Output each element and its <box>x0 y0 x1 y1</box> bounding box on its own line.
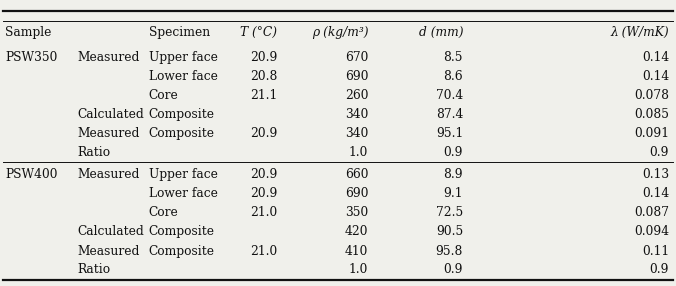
Text: Ratio: Ratio <box>78 146 111 159</box>
Text: 340: 340 <box>345 108 368 121</box>
Text: Measured: Measured <box>78 168 140 181</box>
Text: 690: 690 <box>345 70 368 83</box>
Text: 0.14: 0.14 <box>642 187 669 200</box>
Text: Composite: Composite <box>149 225 215 239</box>
Text: λ (W/mK): λ (W/mK) <box>610 26 669 39</box>
Text: Specimen: Specimen <box>149 26 210 39</box>
Text: Composite: Composite <box>149 127 215 140</box>
Text: 0.087: 0.087 <box>634 206 669 219</box>
Text: 0.14: 0.14 <box>642 70 669 83</box>
Text: Composite: Composite <box>149 108 215 121</box>
Text: Sample: Sample <box>5 26 52 39</box>
Text: PSW400: PSW400 <box>5 168 58 181</box>
Text: 8.9: 8.9 <box>443 168 463 181</box>
Text: Upper face: Upper face <box>149 168 218 181</box>
Text: 260: 260 <box>345 89 368 102</box>
Text: 410: 410 <box>345 245 368 258</box>
Text: 21.0: 21.0 <box>250 206 277 219</box>
Text: 0.078: 0.078 <box>634 89 669 102</box>
Text: 21.0: 21.0 <box>250 245 277 258</box>
Text: Core: Core <box>149 206 178 219</box>
Text: Ratio: Ratio <box>78 263 111 276</box>
Text: 20.9: 20.9 <box>250 51 277 64</box>
Text: PSW350: PSW350 <box>5 51 57 64</box>
Text: Measured: Measured <box>78 245 140 258</box>
Text: 21.1: 21.1 <box>250 89 277 102</box>
Text: Core: Core <box>149 89 178 102</box>
Text: T (°C): T (°C) <box>240 26 277 39</box>
Text: 0.14: 0.14 <box>642 51 669 64</box>
Text: 0.9: 0.9 <box>650 263 669 276</box>
Text: 1.0: 1.0 <box>349 146 368 159</box>
Text: 0.094: 0.094 <box>634 225 669 239</box>
Text: 20.8: 20.8 <box>250 70 277 83</box>
Text: Upper face: Upper face <box>149 51 218 64</box>
Text: 1.0: 1.0 <box>349 263 368 276</box>
Text: Calculated: Calculated <box>78 225 145 239</box>
Text: d (mm): d (mm) <box>418 26 463 39</box>
Text: 72.5: 72.5 <box>436 206 463 219</box>
Text: 420: 420 <box>345 225 368 239</box>
Text: 9.1: 9.1 <box>443 187 463 200</box>
Text: 660: 660 <box>345 168 368 181</box>
Text: 8.5: 8.5 <box>443 51 463 64</box>
Text: 670: 670 <box>345 51 368 64</box>
Text: Measured: Measured <box>78 127 140 140</box>
Text: Measured: Measured <box>78 51 140 64</box>
Text: 95.8: 95.8 <box>436 245 463 258</box>
Text: 0.11: 0.11 <box>642 245 669 258</box>
Text: 340: 340 <box>345 127 368 140</box>
Text: 0.9: 0.9 <box>650 146 669 159</box>
Text: ρ (kg/m³): ρ (kg/m³) <box>312 26 368 39</box>
Text: 350: 350 <box>345 206 368 219</box>
Text: Composite: Composite <box>149 245 215 258</box>
Text: 70.4: 70.4 <box>436 89 463 102</box>
Text: Lower face: Lower face <box>149 187 218 200</box>
Text: 90.5: 90.5 <box>436 225 463 239</box>
Text: 8.6: 8.6 <box>443 70 463 83</box>
Text: 0.13: 0.13 <box>642 168 669 181</box>
Text: 0.9: 0.9 <box>443 263 463 276</box>
Text: 0.085: 0.085 <box>634 108 669 121</box>
Text: 95.1: 95.1 <box>436 127 463 140</box>
Text: 20.9: 20.9 <box>250 127 277 140</box>
Text: Lower face: Lower face <box>149 70 218 83</box>
Text: 20.9: 20.9 <box>250 168 277 181</box>
Text: Calculated: Calculated <box>78 108 145 121</box>
Text: 20.9: 20.9 <box>250 187 277 200</box>
Text: 690: 690 <box>345 187 368 200</box>
Text: 0.9: 0.9 <box>443 146 463 159</box>
Text: 0.091: 0.091 <box>634 127 669 140</box>
Text: 87.4: 87.4 <box>436 108 463 121</box>
